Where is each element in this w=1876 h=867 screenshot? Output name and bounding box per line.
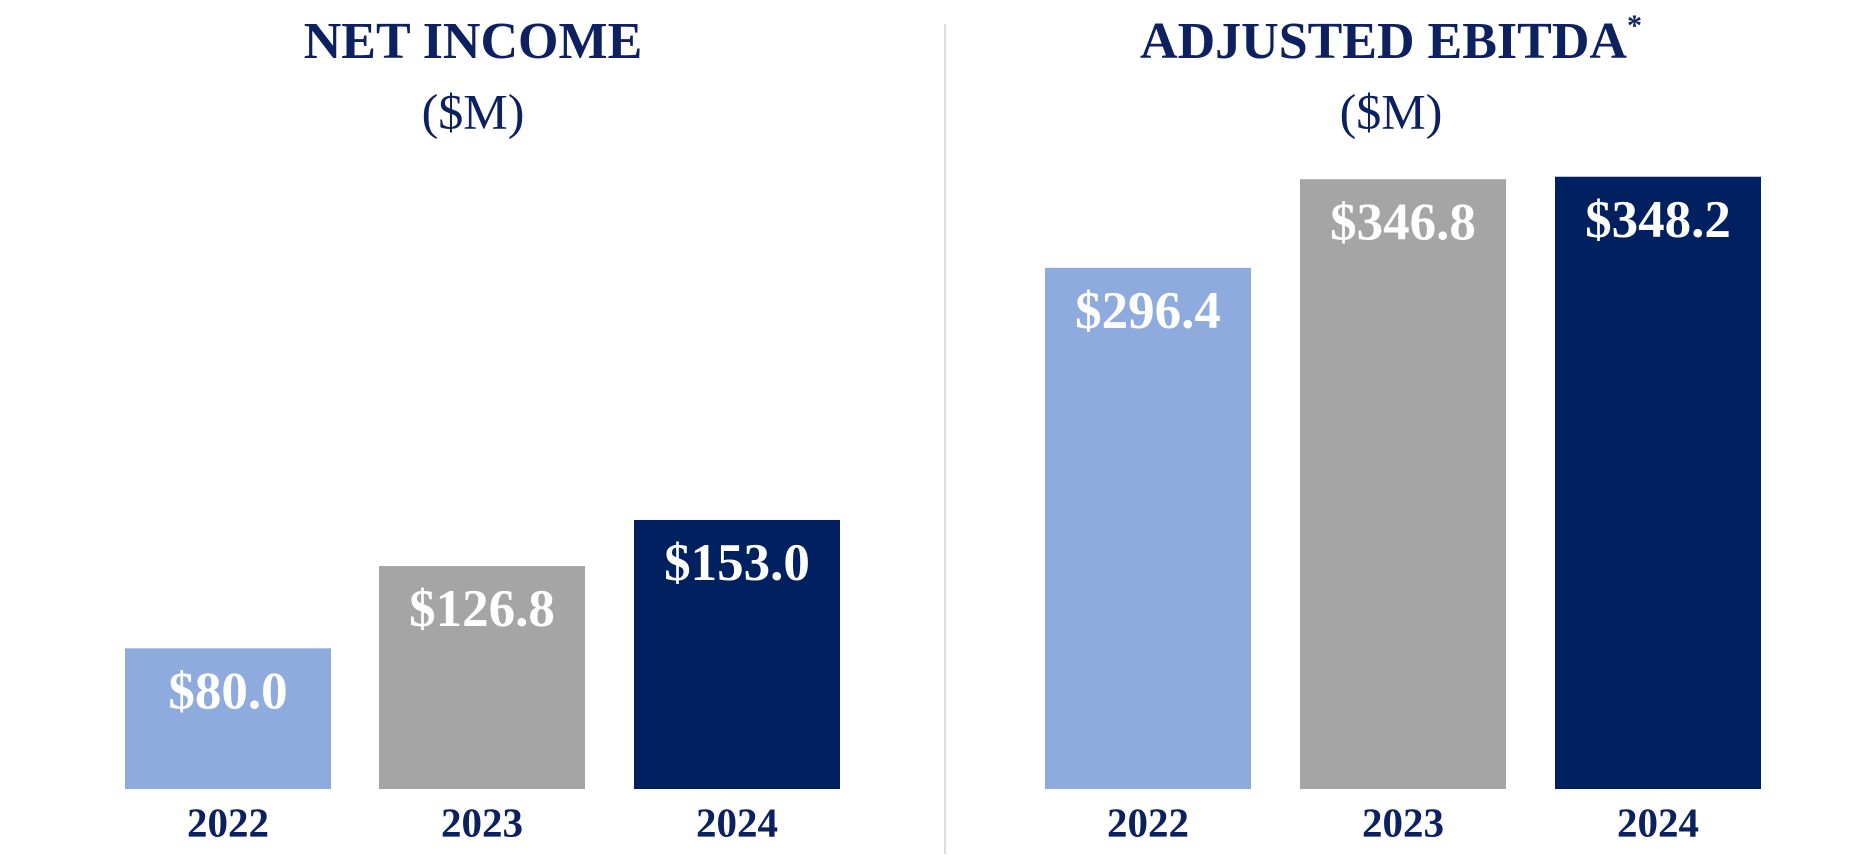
value-label: $153.0 <box>664 534 810 592</box>
x-tick-label: 2023 <box>441 799 523 845</box>
value-label: $126.8 <box>409 580 555 638</box>
bar <box>1045 267 1251 790</box>
value-label: $346.8 <box>1330 193 1476 251</box>
bar <box>379 566 585 789</box>
x-tick-label: 2024 <box>696 799 778 845</box>
x-tick-label: 2024 <box>1617 799 1699 845</box>
bar <box>1300 179 1506 789</box>
x-tick-label: 2022 <box>1107 799 1189 845</box>
chart-title: ADJUSTED EBITDA* <box>1140 9 1642 70</box>
x-tick-label: 2022 <box>187 799 269 845</box>
value-label: $296.4 <box>1075 282 1221 340</box>
title-marker: * <box>1627 9 1642 42</box>
bar <box>1555 176 1761 789</box>
chart-title: NET INCOME <box>304 13 643 70</box>
x-tick-label: 2023 <box>1362 799 1444 845</box>
chart-subtitle: ($M) <box>1340 83 1443 139</box>
chart-subtitle: ($M) <box>422 83 525 139</box>
bar <box>125 648 331 789</box>
chart-title-text: ADJUSTED EBITDA <box>1140 13 1627 70</box>
value-label: $348.2 <box>1585 191 1731 249</box>
value-label: $80.0 <box>168 662 287 720</box>
chart-title-text: NET INCOME <box>304 13 643 70</box>
bar <box>634 519 840 789</box>
